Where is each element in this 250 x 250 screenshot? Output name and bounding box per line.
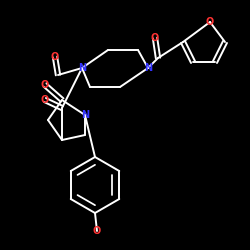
- Text: O: O: [151, 33, 159, 43]
- Text: N: N: [78, 63, 86, 73]
- Text: N: N: [81, 110, 89, 120]
- Text: O: O: [41, 95, 49, 105]
- Text: O: O: [51, 52, 59, 62]
- Text: O: O: [41, 80, 49, 90]
- Text: O: O: [93, 226, 101, 236]
- Text: O: O: [206, 17, 214, 27]
- Text: N: N: [144, 63, 152, 73]
